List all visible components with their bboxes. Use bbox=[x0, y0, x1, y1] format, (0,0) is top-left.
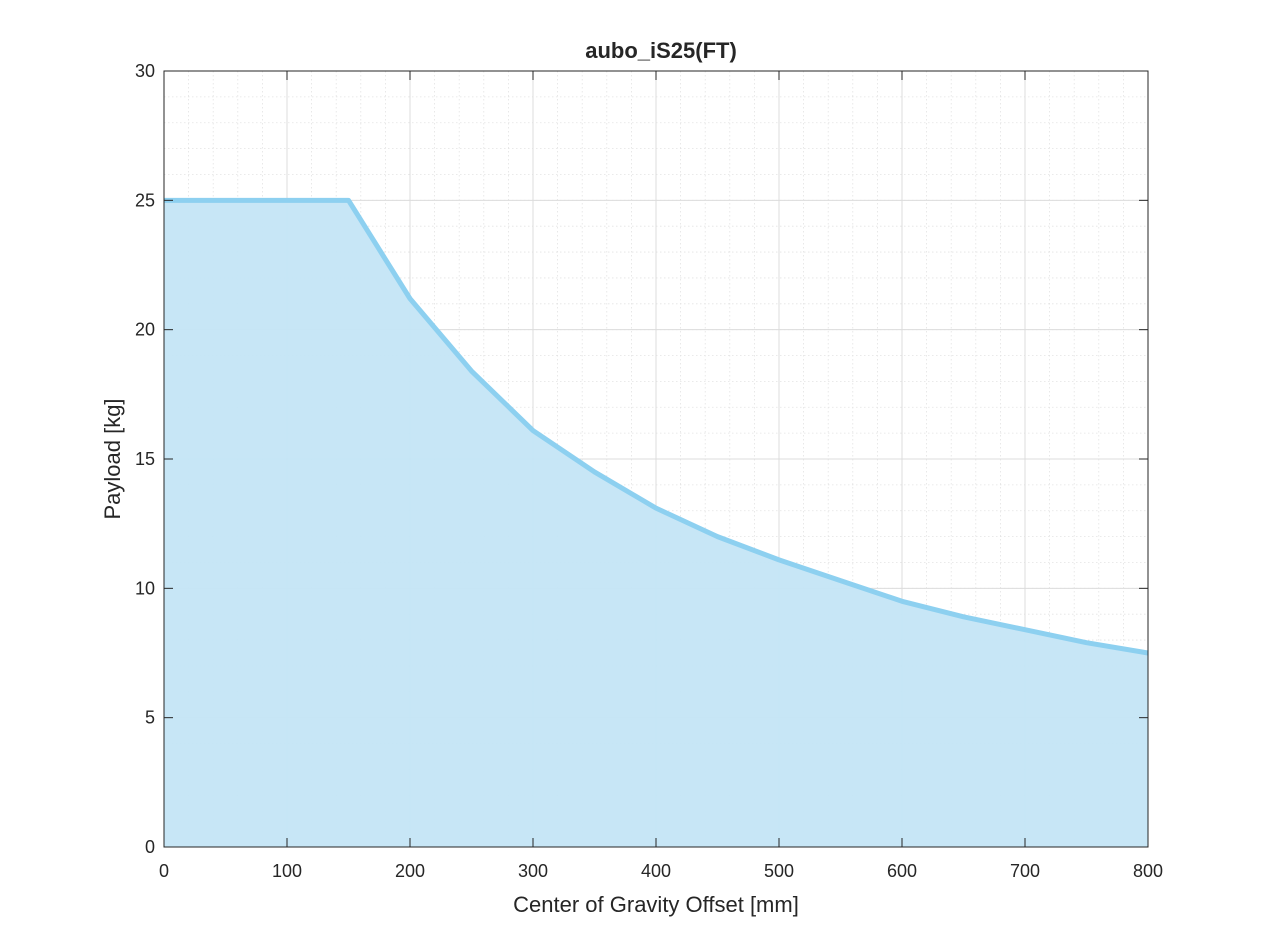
y-tick-label: 20 bbox=[135, 320, 155, 340]
x-tick-label: 600 bbox=[887, 861, 917, 881]
x-axis-label: Center of Gravity Offset [mm] bbox=[513, 892, 799, 917]
y-tick-label: 30 bbox=[135, 61, 155, 81]
series-layer bbox=[164, 197, 1149, 848]
y-tick-label: 10 bbox=[135, 578, 155, 598]
x-tick-label: 700 bbox=[1010, 861, 1040, 881]
x-tick-label: 300 bbox=[518, 861, 548, 881]
x-tick-label: 200 bbox=[395, 861, 425, 881]
x-tick-label: 100 bbox=[272, 861, 302, 881]
y-tick-label: 15 bbox=[135, 449, 155, 469]
x-tick-labels: 0 100 200 300 400 500 600 700 800 bbox=[159, 861, 1163, 881]
chart-title: aubo_iS25(FT) bbox=[585, 38, 737, 63]
y-axis-label: Payload [kg] bbox=[100, 398, 125, 519]
payload-area-fill bbox=[164, 200, 1148, 848]
axis-ticks bbox=[163, 70, 1149, 848]
payload-curve-line bbox=[164, 197, 1149, 656]
y-tick-label: 25 bbox=[135, 190, 155, 210]
y-tick-label: 5 bbox=[145, 708, 155, 728]
y-tick-labels: 0 5 10 15 20 25 30 bbox=[135, 61, 155, 857]
x-tick-label: 0 bbox=[159, 861, 169, 881]
x-tick-label: 800 bbox=[1133, 861, 1163, 881]
x-tick-label: 400 bbox=[641, 861, 671, 881]
y-tick-label: 0 bbox=[145, 837, 155, 857]
x-tick-label: 500 bbox=[764, 861, 794, 881]
